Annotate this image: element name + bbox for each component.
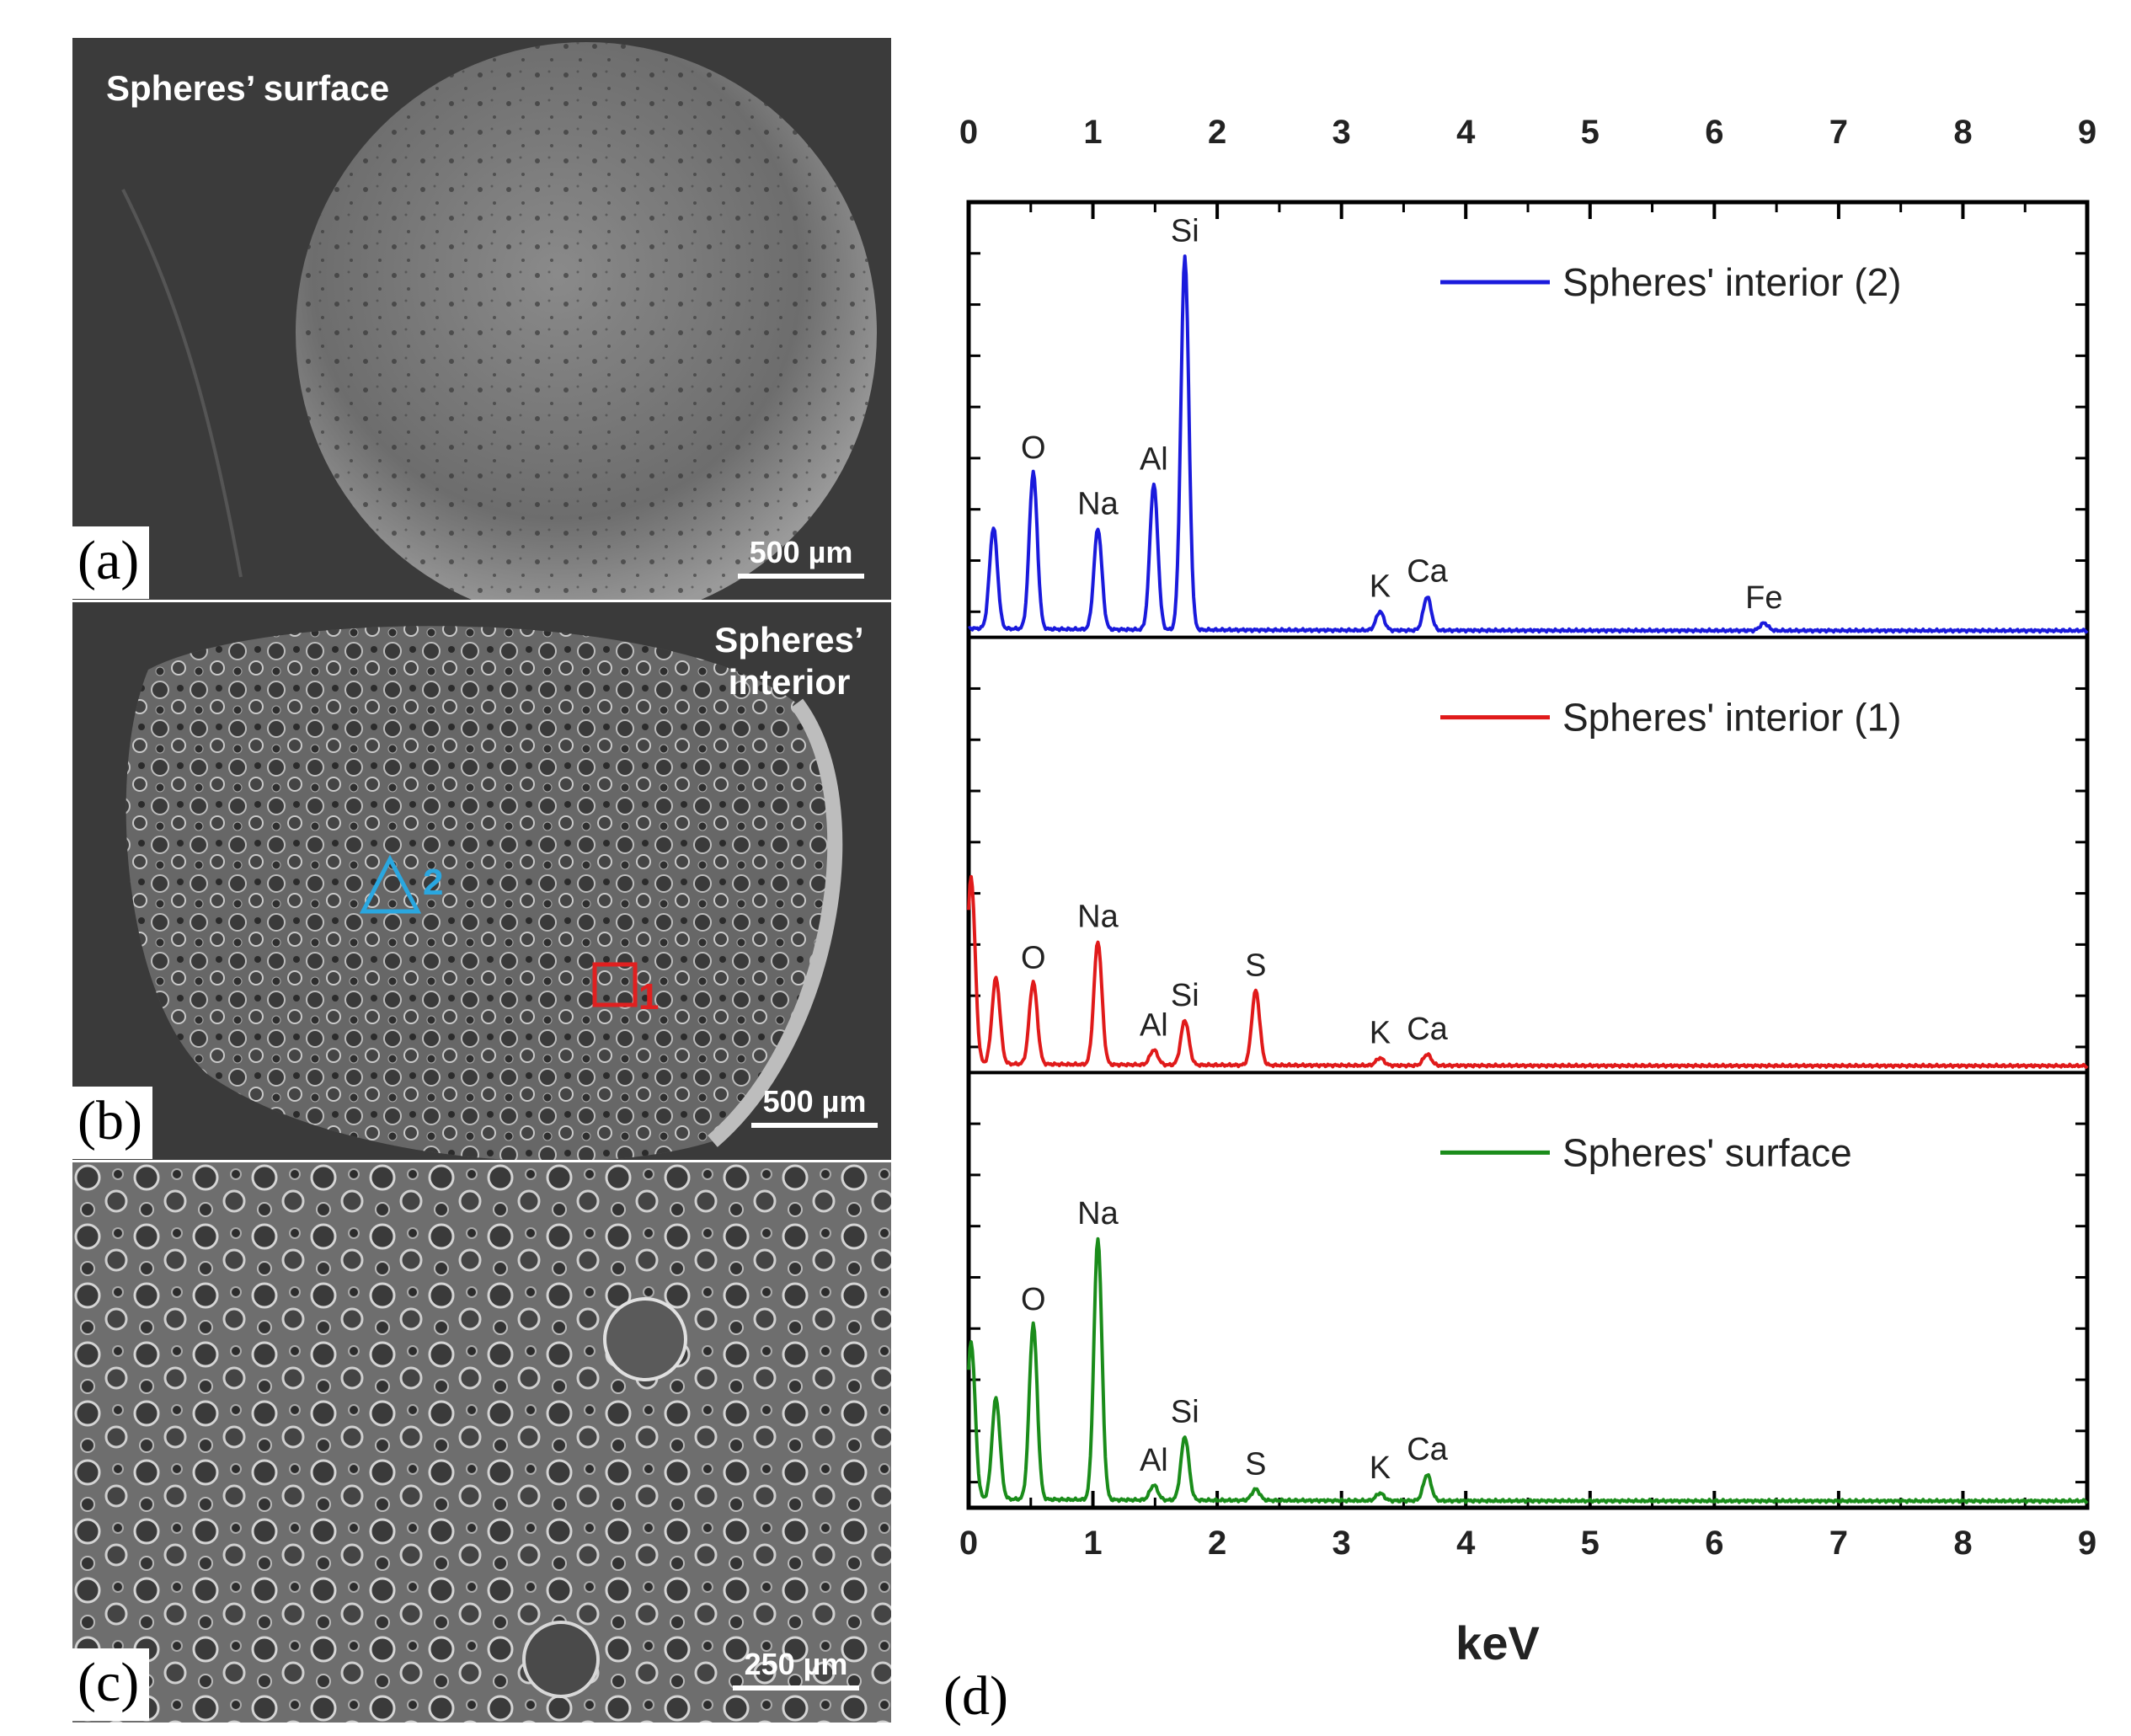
scale-bar-label: 500 µm	[749, 535, 853, 569]
x-axis-label: keV	[1455, 1616, 1540, 1669]
tick-label: 8	[1953, 1525, 1972, 1562]
spectrum-line	[967, 874, 2089, 1070]
peak-label: S	[1245, 948, 1266, 983]
peak-label: Si	[1171, 213, 1199, 248]
peak-label: Na	[1077, 1196, 1119, 1231]
peak-label: S	[1245, 1447, 1266, 1482]
scale-bar-c: 250 µm	[733, 1647, 859, 1691]
tick-label: 4	[1456, 114, 1476, 151]
legend-label: Spheres' surface	[1562, 1130, 1852, 1174]
tick-label: 9	[2078, 114, 2096, 151]
peak-label: Si	[1171, 1394, 1199, 1429]
panel-label-a: (a)	[72, 526, 150, 599]
peak-label: K	[1370, 1450, 1391, 1486]
peak-label: Fe	[1745, 580, 1782, 616]
peak-label: O	[1021, 1282, 1046, 1317]
tick-label: 6	[1705, 114, 1723, 151]
sphere-surface-image	[72, 38, 891, 600]
bottom-axis-ticks: 0 1 2 3 4 5 6 7 8 9	[959, 1491, 2096, 1562]
peak-label: Na	[1077, 900, 1119, 935]
tick-label: 7	[1829, 114, 1848, 151]
peak-label: O	[1021, 430, 1046, 466]
spectrum-line	[967, 254, 2089, 634]
tick-label: 5	[1581, 1525, 1600, 1562]
sphere-interior-image	[72, 602, 891, 1160]
legend-label: Spheres' interior (1)	[1562, 696, 1902, 740]
spectrum-line	[967, 1237, 2089, 1504]
sem-image-a: Spheres’ surface 500 µm (a)	[72, 38, 891, 600]
tick-label: 2	[1208, 114, 1226, 151]
tick-label: 0	[959, 114, 978, 151]
panel-label-b: (b)	[72, 1087, 152, 1159]
peak-label: Ca	[1407, 1012, 1448, 1047]
chart-frame	[966, 200, 2090, 1510]
peak-label: Al	[1140, 441, 1168, 477]
peak-label: K	[1370, 569, 1391, 604]
sem-b-title: Spheres’ interior	[714, 620, 864, 702]
tick-label: 1	[1083, 114, 1102, 151]
panel-label-c: (c)	[72, 1648, 150, 1721]
marker-label-2: 2	[423, 862, 444, 903]
peak-label: Ca	[1407, 1432, 1448, 1467]
tick-label: 8	[1953, 114, 1972, 151]
scale-bar-label: 500 µm	[762, 1084, 867, 1119]
peak-label: Ca	[1407, 554, 1448, 590]
legends: Spheres' interior (2) Spheres' interior (…	[1440, 260, 1902, 1174]
plot-border	[966, 200, 2090, 1510]
marker-label-1: 1	[638, 976, 660, 1018]
scale-bar-a: 500 µm	[738, 535, 864, 579]
sem-a-title: Spheres’ surface	[106, 68, 390, 108]
tick-label: 4	[1456, 1525, 1476, 1562]
peak-label: K	[1370, 1015, 1391, 1050]
scale-bar-label: 250 µm	[744, 1647, 848, 1681]
square-marker	[592, 962, 638, 1007]
peak-label: Si	[1171, 978, 1199, 1013]
panel-label-d: (d)	[943, 1665, 1008, 1727]
tick-label: 0	[959, 1525, 978, 1562]
tick-label: 1	[1083, 1525, 1102, 1562]
peak-label: Al	[1140, 1443, 1168, 1478]
tick-label: 6	[1705, 1525, 1723, 1562]
spectra-lines	[967, 254, 2089, 1504]
tick-label: 3	[1333, 1525, 1351, 1562]
tick-label: 7	[1829, 1525, 1848, 1562]
peak-label: Na	[1077, 487, 1119, 522]
peak-label: O	[1021, 941, 1046, 976]
tick-label: 5	[1581, 114, 1600, 151]
interior-closeup-image	[72, 1162, 891, 1723]
side-axis-ticks	[969, 252, 2087, 1484]
sem-image-b: Spheres’ interior 2 1 500 µm (b)	[72, 602, 891, 1160]
peak-label: Al	[1140, 1008, 1168, 1044]
triangle-marker	[359, 854, 422, 914]
scale-bar-b: 500 µm	[751, 1084, 878, 1128]
sem-image-c: 250 µm (c)	[72, 1162, 891, 1723]
legend-label: Spheres' interior (2)	[1562, 260, 1902, 304]
top-axis-ticks: 0 1 2 3 4 5 6 7 8 9	[959, 114, 2096, 219]
tick-label: 2	[1208, 1525, 1226, 1562]
tick-label: 9	[2078, 1525, 2096, 1562]
tick-label: 3	[1333, 114, 1351, 151]
